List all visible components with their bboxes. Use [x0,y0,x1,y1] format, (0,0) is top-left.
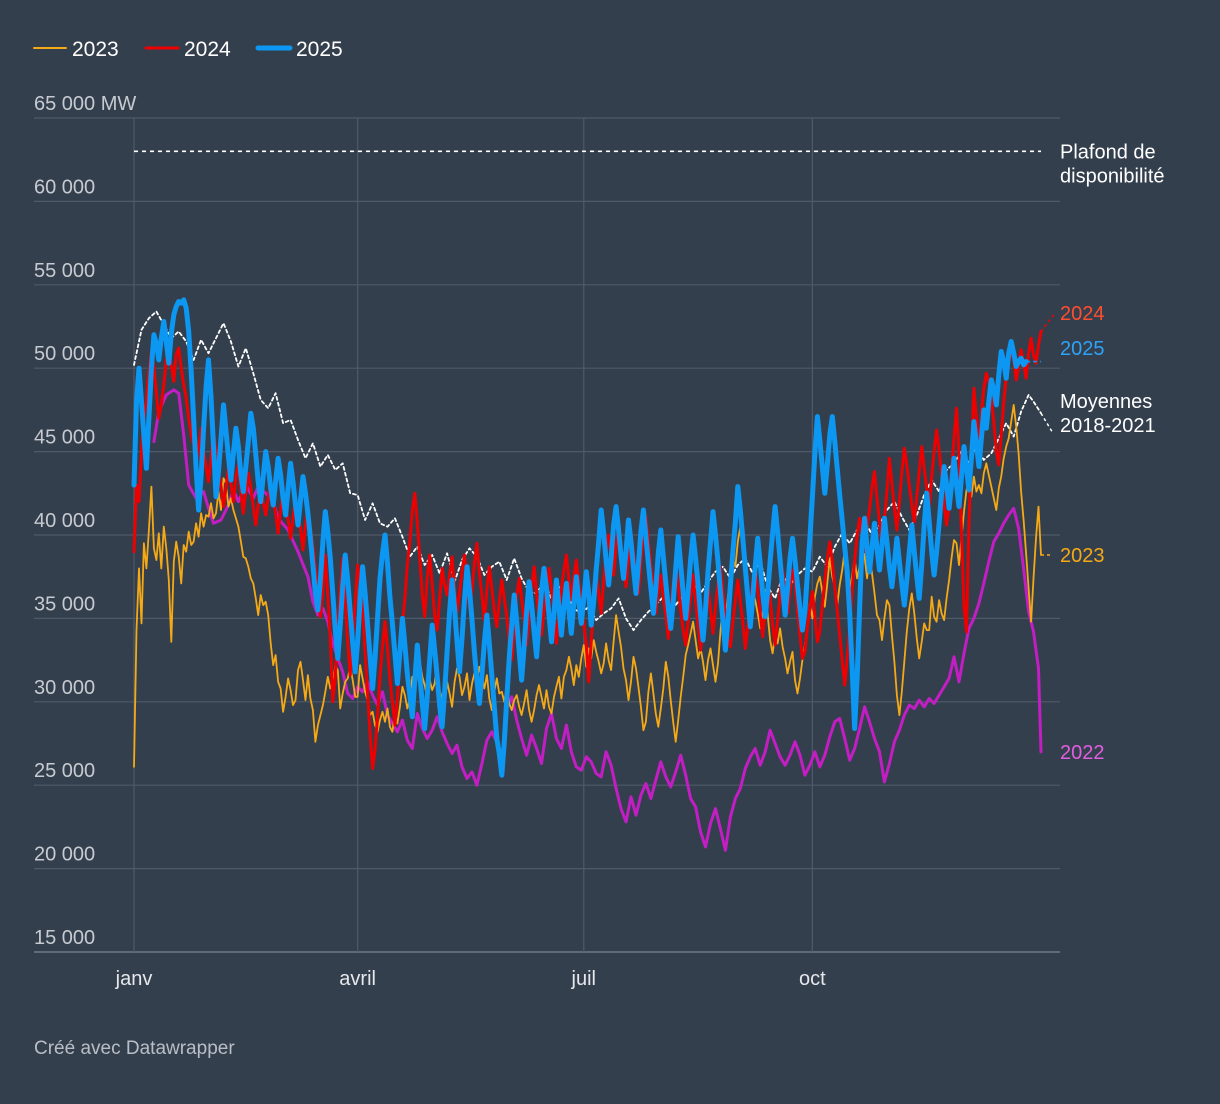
x-tick-label: juil [571,968,596,990]
legend: 2023 2024 2025 [33,38,343,61]
series-end-label: 2023 [1060,545,1105,567]
reference-line-label: disponibilité [1060,165,1165,187]
x-tick-label: avril [339,968,376,990]
series-line-2025 [131,297,1029,778]
y-tick-label: 15 000 [34,927,95,949]
x-axis: janv avril juil oct [115,968,827,990]
y-tick-label: 50 000 [34,343,95,365]
legend-label-2023: 2023 [72,38,119,61]
gridlines [34,117,1060,953]
legend-label-2024: 2024 [184,38,231,61]
label-connector [1040,412,1053,432]
label-connector [1040,312,1056,332]
y-tick-label: 40 000 [34,510,95,532]
legend-label-2025: 2025 [296,38,343,61]
series-end-label: 2018-2021 [1060,415,1156,437]
reference-line-label: Plafond de [1060,141,1156,163]
y-axis: 65 000 MW 60 000 55 000 50 000 45 000 40 000 3… [34,93,136,949]
y-tick-label: 20 000 [34,844,95,866]
series-end-label: 2025 [1060,338,1105,360]
y-tick-label: 60 000 [34,176,95,198]
x-tick-label: janv [115,968,153,990]
x-tick-label: oct [799,968,826,990]
y-tick-label: 45 000 [34,427,95,449]
credit-text: Créé avec Datawrapper [34,1038,235,1059]
y-tick-label: 25 000 [34,760,95,782]
series-end-label: Moyennes [1060,391,1152,413]
series-lines [131,150,1056,852]
y-tick-label: 55 000 [34,260,95,282]
y-tick-label: 35 000 [34,593,95,615]
y-tick-label: 30 000 [34,677,95,699]
series-end-label: 2024 [1060,303,1105,325]
series-line-2024 [132,330,1043,770]
y-tick-label: 65 000 MW [34,93,136,115]
series-end-label: 2022 [1060,742,1105,764]
